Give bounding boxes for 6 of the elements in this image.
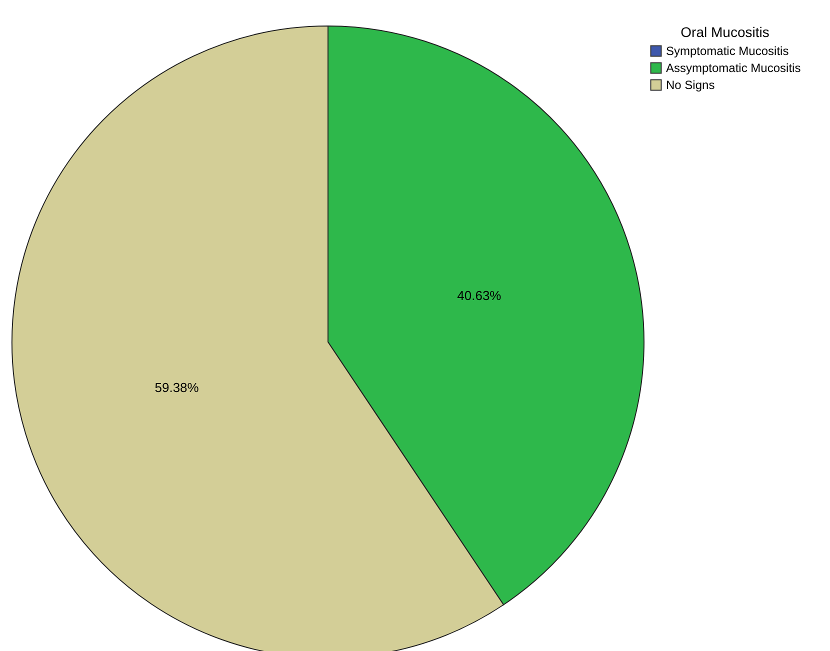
legend-label: Symptomatic Mucositis — [666, 44, 789, 58]
legend-title: Oral Mucositis — [680, 24, 770, 40]
data-label: 59.38% — [154, 380, 200, 395]
data-label: 40.63% — [457, 288, 502, 304]
legend-label: No Signs — [666, 78, 715, 92]
legend-label: Assymptomatic Mucositis — [666, 61, 801, 75]
